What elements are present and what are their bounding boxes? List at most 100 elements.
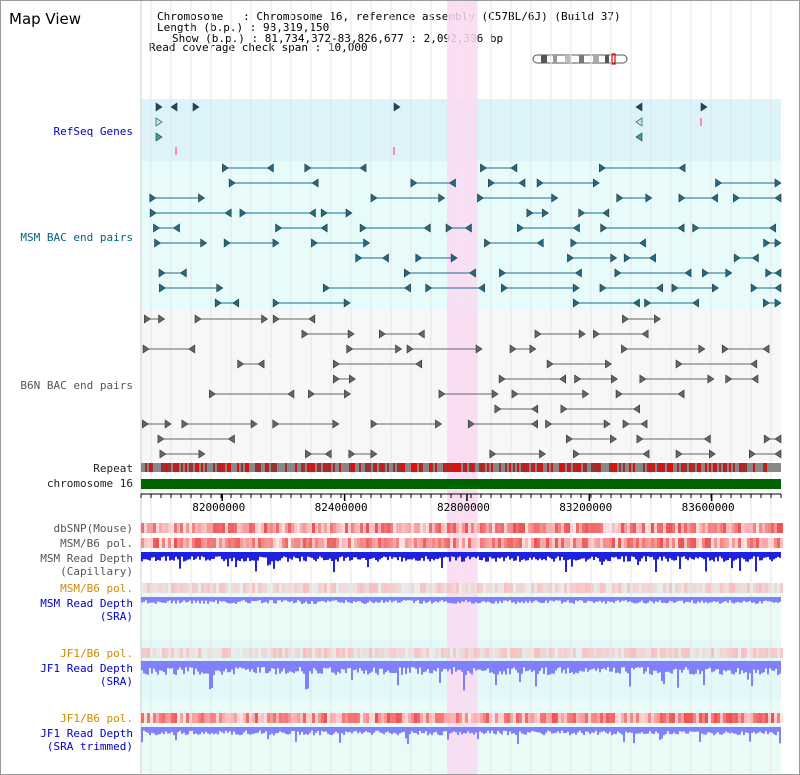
heat-cell (663, 648, 666, 658)
feature-arrow-icon (751, 253, 759, 263)
heat-cell (570, 713, 573, 723)
refseq-genes-track[interactable] (155, 102, 708, 155)
depth-bar (307, 552, 309, 557)
depth-bar (221, 597, 223, 602)
repeat-track[interactable] (141, 463, 781, 472)
heat-cell (543, 648, 546, 658)
heat-cell (444, 648, 447, 658)
heat-cell (258, 648, 261, 658)
depth-bar (751, 597, 753, 603)
depth-bar (441, 661, 443, 672)
depth-bar (429, 661, 431, 674)
heat-cell (150, 523, 153, 533)
heat-cell (591, 648, 594, 658)
depth-bar (467, 597, 469, 603)
depth-bar (697, 661, 699, 670)
depth-bar (465, 597, 467, 601)
heat-cell (552, 523, 555, 533)
depth-bar (205, 597, 207, 601)
heat-cell (774, 713, 777, 723)
depth-bar (539, 597, 541, 603)
heat-cell (459, 713, 462, 723)
heat-cell (711, 538, 714, 548)
depth-bar (617, 727, 619, 732)
heat-cell (363, 713, 366, 723)
feature-arrow-icon (677, 389, 685, 399)
heat-cell (237, 538, 240, 548)
ideogram-icon[interactable] (531, 53, 631, 65)
heat-cell (435, 648, 438, 658)
heat-cell (714, 523, 717, 533)
heat-cell (246, 583, 249, 593)
chromosome-track[interactable] (141, 479, 781, 489)
depth-bar (543, 727, 545, 736)
depth-bar (433, 597, 435, 603)
depth-bar (635, 552, 637, 560)
depth-bar (465, 661, 467, 675)
heat-cell (354, 538, 357, 548)
heat-cell (537, 648, 540, 658)
heat-cell (426, 713, 429, 723)
heat-cell (705, 648, 708, 658)
heat-cell (240, 713, 243, 723)
heat-cell (399, 538, 402, 548)
heat-cell (297, 583, 300, 593)
heat-cell (321, 583, 324, 593)
heat-cell (192, 713, 195, 723)
heat-cell (477, 523, 480, 533)
depth-bar (579, 597, 581, 601)
depth-bar (621, 661, 623, 668)
depth-bar (409, 661, 411, 673)
depth-bar (545, 597, 547, 601)
heat-cell (516, 523, 519, 533)
feature-arrow-icon (498, 374, 506, 384)
depth-bar (689, 661, 691, 674)
heat-cell (519, 538, 522, 548)
feature-arrow-icon (403, 268, 411, 278)
heat-cell (621, 648, 624, 658)
heat-cell (360, 523, 363, 533)
heat-cell (756, 538, 759, 548)
depth-bar (399, 552, 401, 557)
heat-cell (675, 538, 678, 548)
heat-cell (636, 538, 639, 548)
depth-bar (521, 597, 523, 602)
heat-cell (291, 523, 294, 533)
depth-bar (275, 552, 277, 561)
depth-bar (405, 552, 407, 561)
depth-bar (409, 727, 411, 735)
msm-bac-track[interactable] (149, 163, 782, 308)
depth-bar (771, 597, 773, 602)
heat-cell (222, 523, 225, 533)
feature-arrow-icon (639, 238, 646, 248)
heat-cell (351, 583, 354, 593)
feature-arrow-icon (678, 193, 686, 203)
heat-cell (366, 523, 369, 533)
heat-cell (633, 538, 636, 548)
depth-bar (719, 727, 721, 735)
depth-bar (603, 597, 605, 602)
heat-cell (669, 648, 672, 658)
depth-bar (687, 661, 689, 670)
depth-bar (531, 661, 533, 673)
b6n-bac-track[interactable] (142, 314, 782, 459)
depth-bar (665, 597, 667, 604)
depth-bar (579, 727, 581, 731)
heat-cell (216, 523, 219, 533)
heat-cell (300, 583, 303, 593)
depth-bar (775, 597, 777, 603)
depth-bar (719, 552, 721, 557)
heat-cell (441, 713, 444, 723)
heatmap-tracks[interactable] (141, 523, 783, 745)
depth-bar (249, 552, 251, 562)
feature-arrow-icon (610, 434, 617, 444)
heat-cell (411, 538, 414, 548)
heat-cell (423, 648, 426, 658)
depth-bar (591, 552, 593, 557)
feature-arrow-icon (149, 193, 157, 203)
depth-bar (685, 661, 687, 668)
heat-cell (651, 523, 654, 533)
depth-bar (297, 727, 299, 732)
heat-cell (711, 713, 714, 723)
